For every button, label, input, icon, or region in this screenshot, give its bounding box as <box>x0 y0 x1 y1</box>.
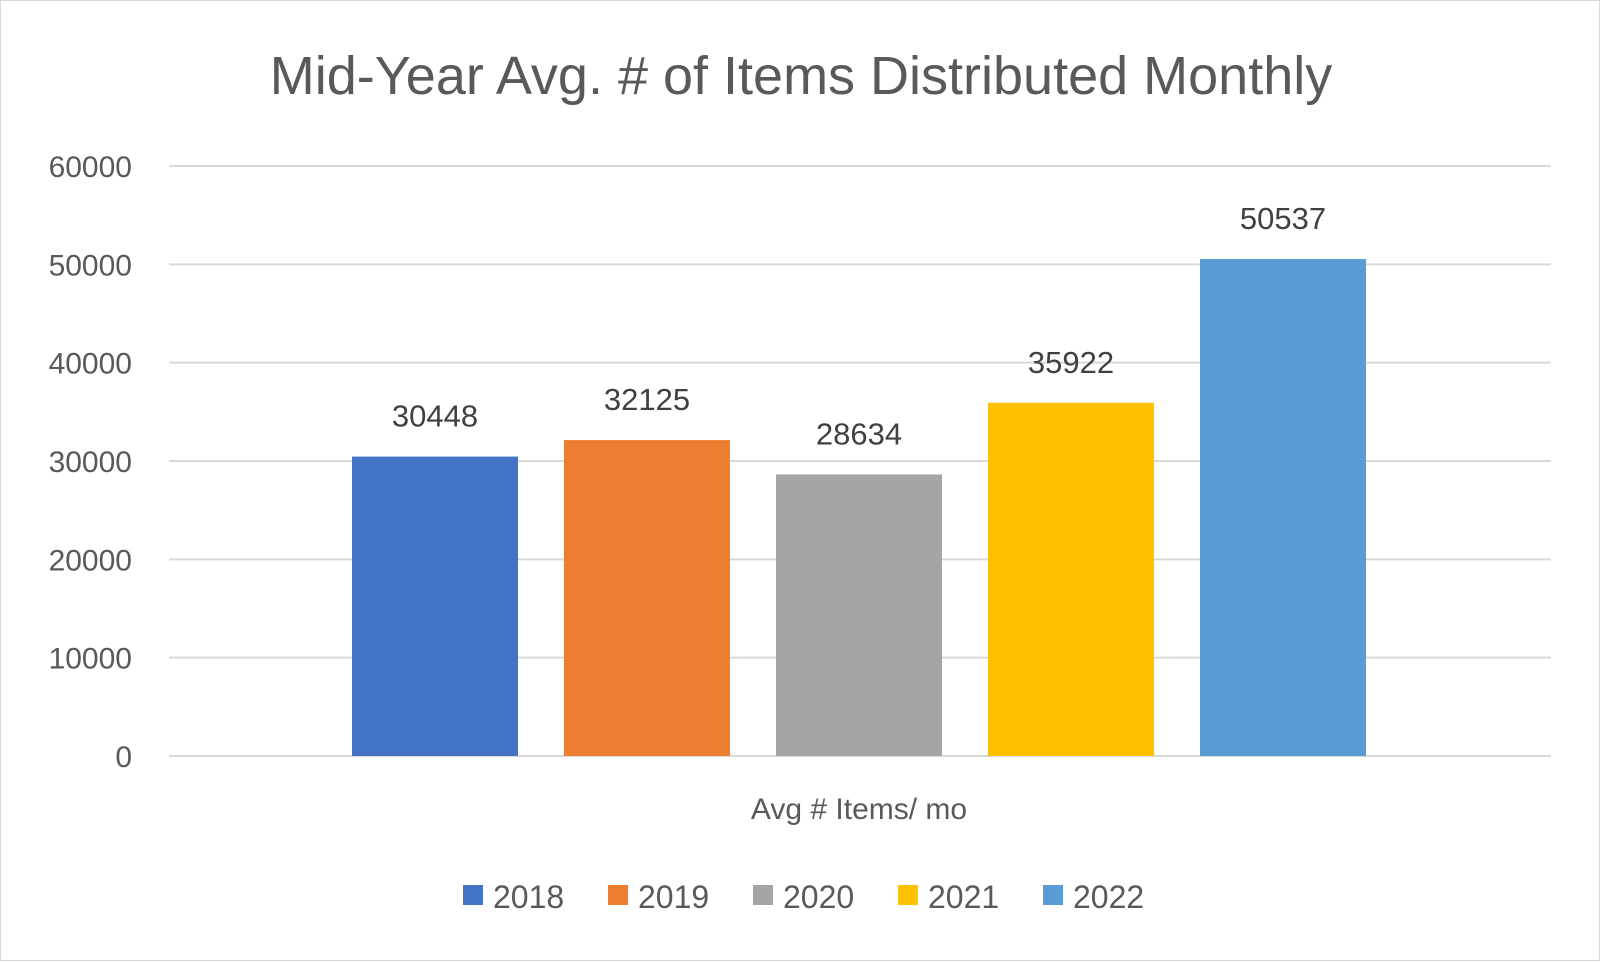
legend-label-2019: 2019 <box>638 879 709 915</box>
data-labels: 30448 32125 28634 35922 50537 <box>392 201 1326 451</box>
y-tick-label: 20000 <box>49 544 132 577</box>
legend-label-2021: 2021 <box>928 879 999 915</box>
y-tick-label: 60000 <box>49 151 132 184</box>
bars <box>352 259 1366 756</box>
legend-swatch-2021 <box>898 885 918 905</box>
data-label-2018: 30448 <box>392 399 478 434</box>
legend: 2018 2019 2020 2021 2022 <box>463 879 1144 915</box>
y-axis-ticks: 0 10000 20000 30000 40000 50000 60000 <box>49 151 132 774</box>
data-label-2020: 28634 <box>816 416 902 451</box>
legend-swatch-2018 <box>463 885 483 905</box>
data-label-2019: 32125 <box>604 382 690 417</box>
legend-label-2018: 2018 <box>493 879 564 915</box>
y-tick-label: 10000 <box>49 643 132 676</box>
legend-label-2020: 2020 <box>783 879 854 915</box>
legend-swatch-2022 <box>1043 885 1063 905</box>
data-label-2021: 35922 <box>1028 345 1114 380</box>
y-tick-label: 0 <box>115 741 132 774</box>
y-tick-label: 40000 <box>49 348 132 381</box>
bar-2018 <box>352 456 518 756</box>
bar-2020 <box>776 474 942 756</box>
legend-swatch-2020 <box>753 885 773 905</box>
y-tick-label: 50000 <box>49 249 132 282</box>
legend-swatch-2019 <box>608 885 628 905</box>
y-tick-label: 30000 <box>49 446 132 479</box>
bar-2019 <box>564 440 730 756</box>
x-axis-category-label: Avg # Items/ mo <box>751 793 967 826</box>
data-label-2022: 50537 <box>1240 201 1326 236</box>
legend-label-2022: 2022 <box>1073 879 1144 915</box>
chart-title: Mid-Year Avg. # of Items Distributed Mon… <box>270 46 1333 106</box>
bar-2021 <box>988 402 1154 756</box>
bar-2022 <box>1200 259 1366 756</box>
